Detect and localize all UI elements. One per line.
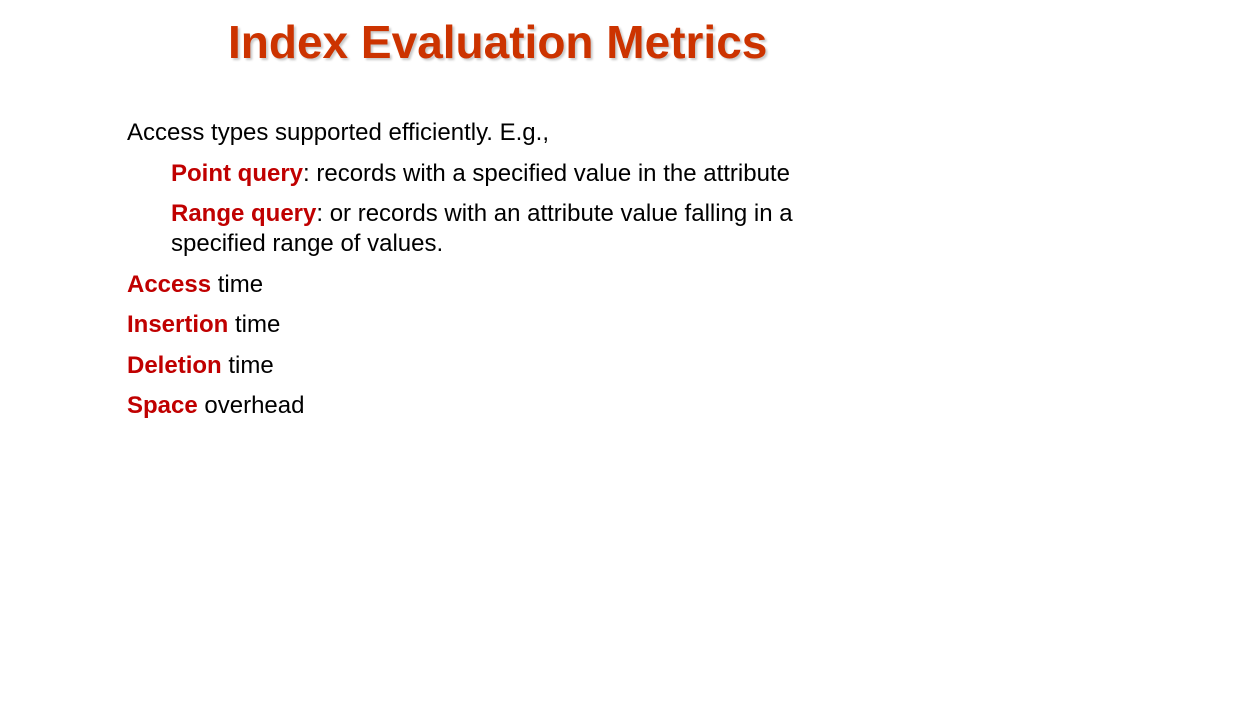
item-keyword: Range query bbox=[171, 200, 317, 227]
item-keyword: Space bbox=[127, 392, 198, 419]
item-text: : or records with an attribute value fal… bbox=[171, 200, 793, 257]
list-item: Deletion time bbox=[127, 351, 847, 381]
bullet-list: Access types supported efficiently. E.g.… bbox=[127, 118, 847, 432]
item-text: overhead bbox=[197, 392, 305, 419]
item-text: Access types supported efficiently. E.g.… bbox=[127, 119, 549, 146]
list-item: Access time bbox=[127, 270, 847, 300]
list-item: Insertion time bbox=[127, 310, 847, 340]
slide-title: Index Evaluation Metrics bbox=[228, 16, 768, 68]
item-keyword: Insertion bbox=[127, 311, 229, 338]
item-text: time bbox=[221, 351, 274, 379]
item-keyword: Deletion bbox=[127, 351, 222, 379]
list-item: Point query: records with a specified va… bbox=[127, 159, 847, 189]
list-item: Range query: or records with an attribut… bbox=[127, 199, 847, 259]
item-text: time bbox=[211, 270, 264, 298]
list-item: Access types supported efficiently. E.g.… bbox=[127, 118, 847, 148]
item-keyword: Access bbox=[127, 270, 212, 298]
item-text: : records with a specified value in the … bbox=[303, 159, 790, 187]
list-item: Space overhead bbox=[127, 391, 847, 421]
item-text: time bbox=[228, 311, 281, 338]
item-keyword: Point query bbox=[171, 159, 304, 187]
